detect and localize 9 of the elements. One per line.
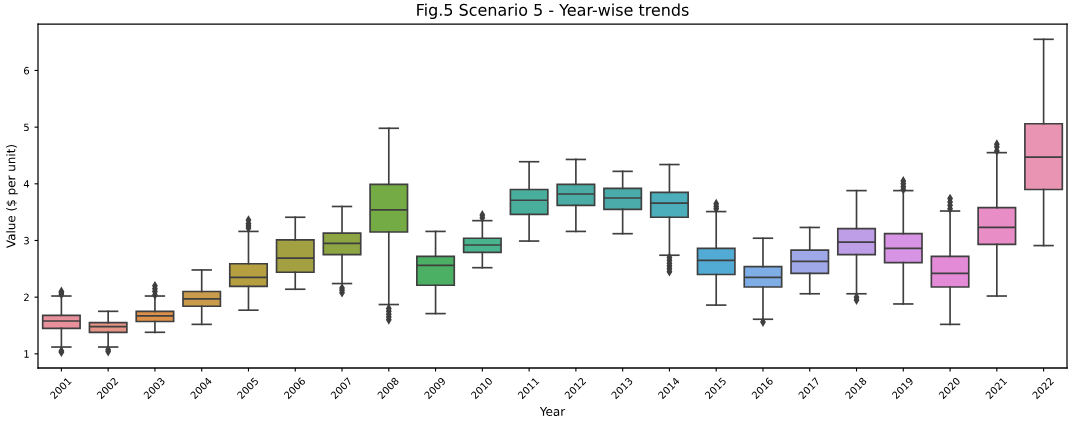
y-axis-title: Value ($ per unit)	[6, 144, 18, 248]
y-tick-label: 6	[24, 66, 30, 75]
x-axis-title: Year	[539, 407, 566, 416]
y-tick-label: 5	[24, 123, 29, 132]
y-tick-label: 2	[24, 293, 29, 301]
y-tick-label: 1	[24, 350, 29, 358]
chart-title: Fig.5 Scenario 5 - Year-wise trends	[417, 3, 689, 19]
y-tick-label: 4	[23, 180, 30, 188]
y-tick-label: 3	[24, 236, 29, 245]
